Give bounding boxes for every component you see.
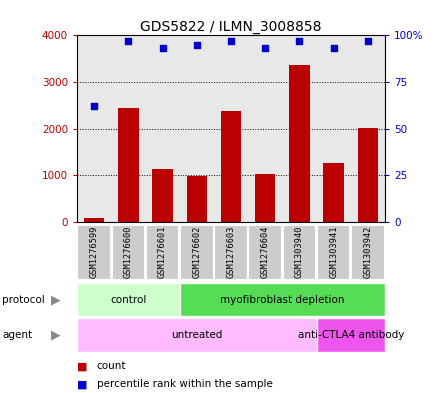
Bar [317, 224, 350, 281]
Text: ▶: ▶ [51, 329, 60, 342]
Bar [84, 218, 104, 222]
Text: GSM1303940: GSM1303940 [295, 226, 304, 278]
Bar [323, 163, 344, 222]
Bar [221, 110, 241, 222]
Text: GSM1276599: GSM1276599 [90, 226, 99, 278]
Text: GSM1276603: GSM1276603 [227, 226, 235, 278]
Point [262, 45, 269, 51]
Bar [152, 169, 173, 222]
Bar [316, 318, 385, 352]
Title: GDS5822 / ILMN_3008858: GDS5822 / ILMN_3008858 [140, 20, 322, 34]
Point [193, 42, 200, 48]
Text: ■: ■ [77, 379, 88, 389]
Text: GSM1276602: GSM1276602 [192, 226, 201, 278]
Bar [77, 224, 111, 281]
Bar [118, 108, 139, 222]
Point [125, 38, 132, 44]
Bar [112, 224, 145, 281]
Bar [180, 283, 385, 316]
Text: GSM1303942: GSM1303942 [363, 226, 372, 278]
Bar [77, 318, 316, 352]
Bar [351, 224, 385, 281]
Bar [180, 224, 213, 281]
Text: ▶: ▶ [51, 293, 60, 306]
Point [227, 38, 235, 44]
Text: count: count [97, 361, 126, 371]
Text: agent: agent [2, 330, 32, 340]
Text: control: control [110, 295, 147, 305]
Point [364, 38, 371, 44]
Bar [282, 224, 316, 281]
Text: ■: ■ [77, 361, 88, 371]
Point [159, 45, 166, 51]
Text: protocol: protocol [2, 295, 45, 305]
Text: GSM1276601: GSM1276601 [158, 226, 167, 278]
Bar [187, 176, 207, 222]
Text: GSM1276600: GSM1276600 [124, 226, 133, 278]
Text: GSM1303941: GSM1303941 [329, 226, 338, 278]
Text: untreated: untreated [171, 330, 223, 340]
Bar [77, 283, 180, 316]
Point [330, 45, 337, 51]
Bar [289, 65, 310, 222]
Text: percentile rank within the sample: percentile rank within the sample [97, 379, 273, 389]
Bar [358, 128, 378, 222]
Point [296, 38, 303, 44]
Bar [255, 174, 275, 222]
Bar [214, 224, 248, 281]
Bar [146, 224, 180, 281]
Text: myofibroblast depletion: myofibroblast depletion [220, 295, 345, 305]
Bar [249, 224, 282, 281]
Text: anti-CTLA4 antibody: anti-CTLA4 antibody [297, 330, 404, 340]
Point [91, 103, 98, 109]
Text: GSM1276604: GSM1276604 [261, 226, 270, 278]
